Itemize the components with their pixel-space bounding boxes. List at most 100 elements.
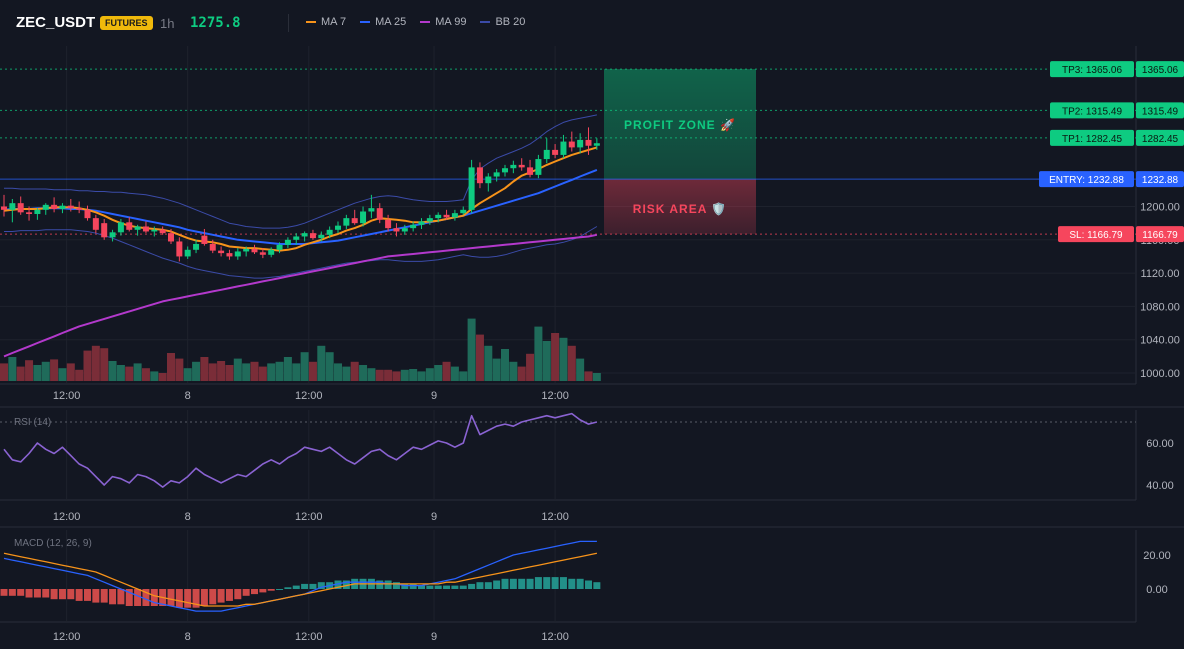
volume-bar <box>359 365 368 381</box>
volume-bar <box>267 363 276 381</box>
time-tick-label: 8 <box>185 631 191 643</box>
volume-bar <box>158 373 167 381</box>
macd-histogram-bar <box>543 577 551 589</box>
time-tick-label: 9 <box>431 390 437 402</box>
macd-histogram-bar <box>526 578 534 589</box>
macd-histogram-bar <box>451 585 459 589</box>
macd-histogram-bar <box>217 589 225 603</box>
time-tick-label: 12:00 <box>53 631 81 643</box>
legend-label-ma25: MA 25 <box>375 16 407 28</box>
macd-histogram-bar <box>585 580 592 589</box>
price-tick-label: 1000.00 <box>1140 368 1180 380</box>
macd-histogram-bar <box>75 589 83 601</box>
candle-body <box>134 226 141 230</box>
volume-bar <box>350 361 359 381</box>
macd-histogram-bar <box>309 583 317 589</box>
header-divider <box>288 14 289 32</box>
macd-histogram-bar <box>276 589 284 590</box>
candle-body <box>360 211 367 224</box>
legend-item-bb20[interactable]: BB 20 <box>480 16 525 28</box>
volume-bar <box>8 357 17 381</box>
candle-body <box>435 214 442 219</box>
volume-bar <box>400 369 409 381</box>
level-tag-bg <box>1050 102 1134 119</box>
time-tick-label: 12:00 <box>541 631 569 643</box>
candle-body <box>343 218 350 226</box>
candle-body <box>401 228 408 232</box>
macd-histogram-bar <box>67 589 75 600</box>
volume-bar <box>175 358 184 381</box>
candle-body <box>101 223 108 238</box>
candle-body <box>293 236 300 240</box>
volume-bar <box>317 345 326 381</box>
candle-body <box>76 208 83 210</box>
macd-histogram-bar <box>501 578 509 589</box>
candle-body <box>443 214 450 218</box>
volume-bar <box>334 363 342 381</box>
volume-bar <box>283 357 292 381</box>
volume-bar <box>551 333 560 381</box>
macd-histogram-bar <box>142 589 150 606</box>
volume-bar <box>375 369 384 381</box>
candle-body <box>535 159 542 175</box>
volume-bar <box>492 358 501 381</box>
candle-body <box>485 176 492 184</box>
volume-bar <box>392 371 401 381</box>
legend-label-ma99: MA 99 <box>435 16 467 28</box>
candle-body <box>209 243 216 251</box>
candlesticks <box>1 127 600 262</box>
macd-histogram-bar <box>234 589 242 600</box>
macd-tick-label: 20.00 <box>1143 550 1171 562</box>
macd-histogram-bar <box>334 580 342 589</box>
volume-bar <box>417 371 426 381</box>
level-axis-tag-label: 1365.06 <box>1142 65 1179 76</box>
time-tick-label: 12:00 <box>295 390 323 402</box>
candle-body <box>193 243 200 250</box>
trade-level-lines <box>0 68 1136 235</box>
candle-body <box>243 248 250 252</box>
legend-swatch-ma99 <box>420 21 431 23</box>
volume-bar <box>208 363 217 381</box>
timeframe-label[interactable]: 1h <box>160 16 175 31</box>
macd-histogram-bar <box>284 587 292 589</box>
level-axis-tag-bg <box>1136 129 1184 146</box>
macd-histogram-bar <box>593 582 601 589</box>
candle-body <box>309 233 316 239</box>
macd-histogram-bar <box>493 580 501 589</box>
rsi-panel: RSI (14) <box>0 412 1136 488</box>
candle-body <box>460 209 467 214</box>
macd-signal-line <box>3 552 598 607</box>
volume-bar <box>233 358 242 381</box>
volume-bar <box>250 361 259 381</box>
macd-histogram-bar <box>242 589 250 596</box>
chart-grid <box>0 46 1136 622</box>
risk-zone <box>604 179 756 235</box>
volume-bar <box>501 349 509 381</box>
candle-body <box>518 164 525 168</box>
candle-body <box>176 241 183 257</box>
volume-bar <box>242 363 251 381</box>
macd-histogram-bar <box>192 589 200 608</box>
candle-body <box>226 253 233 257</box>
macd-histogram-bar <box>92 589 100 603</box>
volume-bar <box>141 368 150 381</box>
candle-body <box>234 251 241 257</box>
legend-item-ma99[interactable]: MA 99 <box>420 16 466 28</box>
level-axis-tag-label: 1232.88 <box>1142 175 1179 186</box>
macd-histogram-bar <box>25 589 33 598</box>
volume-bar <box>559 337 568 381</box>
macd-histogram-bar <box>576 578 584 589</box>
legend-item-ma25[interactable]: MA 25 <box>360 16 406 28</box>
candle-body <box>351 218 358 224</box>
macd-histogram-bar <box>434 585 442 589</box>
legend-item-ma7[interactable]: MA 7 <box>306 16 346 28</box>
bollinger-bands <box>4 114 598 279</box>
volume-bar <box>41 361 50 381</box>
candle-body <box>368 208 375 212</box>
macd-histogram-bar <box>175 589 183 608</box>
symbol-title[interactable]: ZEC_USDT <box>16 14 96 31</box>
volume-bar <box>66 363 75 381</box>
legend-swatch-ma25 <box>360 21 371 23</box>
candle-body <box>218 250 225 254</box>
